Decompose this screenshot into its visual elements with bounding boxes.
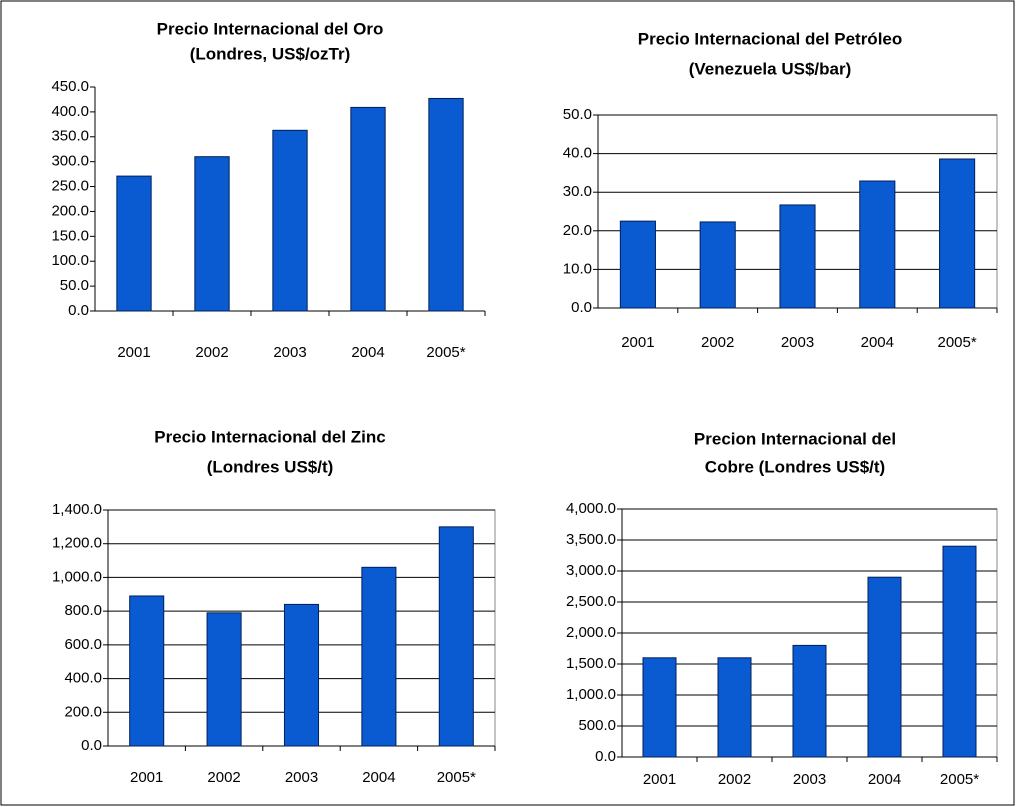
- bar: [283, 603, 320, 747]
- chart-title: Precio Internacional del Oro: [157, 19, 384, 38]
- bar: [206, 612, 242, 747]
- y-tick-label: 450.0: [51, 78, 89, 95]
- y-tick-label: 3,000.0: [566, 562, 616, 579]
- x-tick-label: 2002: [718, 771, 751, 788]
- bar: [350, 106, 386, 312]
- chart-subtitle: Cobre (Londres US$/t): [705, 457, 885, 476]
- chart-title: Precio Internacional del Zinc: [154, 427, 385, 446]
- y-tick-label: 200.0: [64, 703, 102, 720]
- chart-title: Precio Internacional del Petróleo: [638, 29, 903, 48]
- chart-subtitle: (Venezuela US$/bar): [689, 59, 852, 78]
- y-tick-label: 1,200.0: [52, 535, 102, 552]
- y-tick-label: 3,500.0: [566, 531, 616, 548]
- y-tick-label: 0.0: [571, 299, 592, 316]
- x-tick-label: 2001: [643, 771, 676, 788]
- x-tick-label: 2005*: [437, 769, 476, 786]
- x-tick-label: 2004: [861, 334, 894, 351]
- x-tick-label: 2005*: [426, 344, 465, 361]
- y-tick-label: 300.0: [51, 153, 89, 170]
- y-tick-label: 30.0: [563, 183, 592, 200]
- y-tick-label: 4,000.0: [566, 500, 616, 517]
- y-tick-label: 40.0: [563, 145, 592, 162]
- x-tick-label: 2003: [273, 344, 306, 361]
- x-tick-label: 2005*: [940, 771, 979, 788]
- y-tick-label: 2,000.0: [566, 624, 616, 641]
- y-tick-label: 200.0: [51, 202, 89, 219]
- x-tick-label: 2003: [793, 771, 826, 788]
- y-tick-label: 2,500.0: [566, 593, 616, 610]
- x-tick-label: 2001: [117, 344, 150, 361]
- bar: [792, 644, 827, 758]
- bar: [438, 526, 474, 747]
- bar: [194, 156, 230, 312]
- y-tick-label: 400.0: [51, 103, 89, 120]
- x-tick-label: 2003: [285, 769, 318, 786]
- bar: [779, 204, 816, 309]
- x-tick-label: 2001: [130, 769, 163, 786]
- y-tick-label: 1,400.0: [52, 501, 102, 518]
- y-tick-label: 150.0: [51, 227, 89, 244]
- chart-title: Precion Internacional del: [694, 429, 896, 448]
- y-tick-label: 1,000.0: [566, 686, 616, 703]
- y-tick-label: 50.0: [563, 106, 592, 123]
- x-tick-label: 2002: [195, 344, 228, 361]
- y-tick-label: 1,500.0: [566, 655, 616, 672]
- x-tick-label: 2002: [701, 334, 734, 351]
- bar: [361, 566, 397, 747]
- bar: [859, 180, 896, 309]
- y-tick-label: 20.0: [563, 222, 592, 239]
- bar: [699, 221, 736, 309]
- y-tick-label: 1,000.0: [52, 568, 102, 585]
- bar: [939, 158, 976, 309]
- y-tick-label: 400.0: [64, 670, 102, 687]
- y-tick-label: 0.0: [81, 737, 102, 754]
- y-tick-label: 50.0: [60, 277, 89, 294]
- y-tick-label: 0.0: [68, 302, 89, 319]
- x-tick-label: 2004: [362, 769, 395, 786]
- y-tick-label: 100.0: [51, 252, 89, 269]
- chart-subtitle: (Londres, US$/ozTr): [190, 44, 351, 63]
- y-tick-label: 250.0: [51, 178, 89, 195]
- x-tick-label: 2003: [781, 334, 814, 351]
- y-tick-label: 800.0: [64, 602, 102, 619]
- bar: [942, 545, 977, 758]
- bar: [717, 657, 752, 758]
- bar: [867, 576, 902, 758]
- y-tick-label: 500.0: [578, 717, 616, 734]
- x-tick-label: 2002: [207, 769, 240, 786]
- x-tick-label: 2004: [868, 771, 901, 788]
- bar: [642, 657, 677, 758]
- x-tick-label: 2004: [351, 344, 384, 361]
- x-tick-label: 2001: [621, 334, 654, 351]
- chart-subtitle: (Londres US$/t): [207, 457, 334, 476]
- y-tick-label: 0.0: [595, 748, 616, 765]
- bar: [129, 595, 165, 747]
- bar: [428, 97, 464, 312]
- x-tick-label: 2005*: [937, 334, 976, 351]
- y-tick-label: 10.0: [563, 260, 592, 277]
- bar: [116, 175, 152, 312]
- y-tick-label: 600.0: [64, 636, 102, 653]
- bar: [272, 129, 308, 312]
- y-tick-label: 350.0: [51, 128, 89, 145]
- bar: [619, 220, 656, 309]
